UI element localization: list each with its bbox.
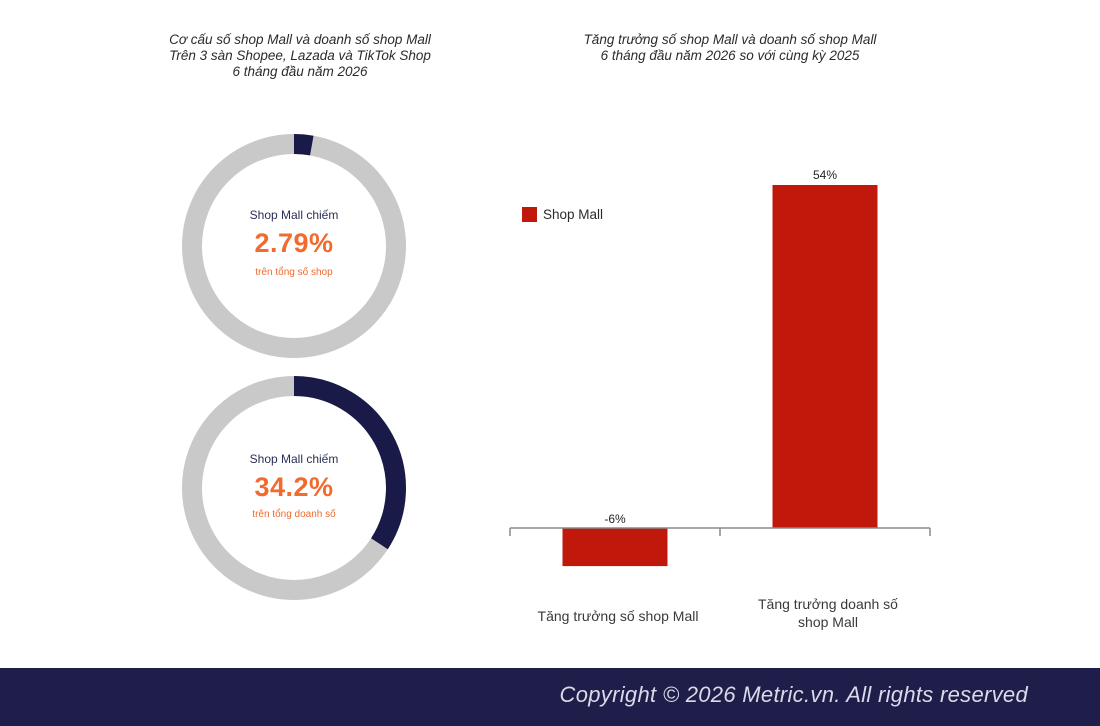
donut-label: Shop Mall chiếm bbox=[249, 208, 339, 222]
left-chart-title: Cơ cấu số shop Mall và doanh số shop Mal… bbox=[130, 32, 470, 80]
left-title-line-2: Trên 3 sàn Shopee, Lazada và TikTok Shop bbox=[169, 48, 431, 63]
bar-1 bbox=[562, 528, 668, 567]
legend-label: Shop Mall bbox=[543, 207, 604, 222]
donut-share-arc bbox=[293, 376, 406, 550]
donut-share-arc bbox=[293, 134, 314, 156]
donut-value: 34.2% bbox=[254, 472, 334, 502]
growth-bar-chart: -6% 54% bbox=[509, 168, 931, 567]
category-label-revenue: Tăng trưởng doanh số shop Mall bbox=[758, 596, 898, 630]
right-title-line-2: 6 tháng đầu năm 2026 so với cùng kỳ 2025 bbox=[600, 48, 860, 63]
bar-chart-legend: Shop Mall bbox=[522, 207, 603, 222]
copyright-text: Copyright © 2026 Metric.vn. All rights r… bbox=[559, 682, 1028, 707]
left-title-line-1: Cơ cấu số shop Mall và doanh số shop Mal… bbox=[169, 32, 431, 47]
donut-sub-label: trên tổng số shop bbox=[255, 267, 333, 278]
revenue-donut-chart bbox=[182, 376, 406, 600]
bar-2 bbox=[772, 185, 878, 528]
category-label-shop-count: Tăng trưởng số shop Mall bbox=[537, 608, 699, 624]
donut-value: 2.79% bbox=[254, 228, 334, 258]
bar-data-label-2: 54% bbox=[813, 168, 837, 182]
donut-label: Shop Mall chiếm bbox=[249, 452, 339, 466]
right-title-line-1: Tăng trưởng số shop Mall và doanh số sho… bbox=[583, 32, 877, 47]
shop-count-donut-chart bbox=[182, 134, 406, 358]
revenue-donut: Shop Mall chiếm 34.2% trên tổng doanh số bbox=[178, 372, 410, 604]
footer-bar: Copyright © 2026 Metric.vn. All rights r… bbox=[0, 668, 1100, 726]
left-title-line-3: 6 tháng đầu năm 2026 bbox=[232, 64, 368, 79]
right-chart-title: Tăng trưởng số shop Mall và doanh số sho… bbox=[520, 32, 940, 64]
bar-data-label-1: -6% bbox=[604, 512, 626, 526]
shop-count-donut: Shop Mall chiếm 2.79% trên tổng số shop bbox=[178, 130, 410, 362]
donut-sub-label: trên tổng doanh số bbox=[252, 509, 336, 520]
legend-swatch bbox=[522, 207, 537, 222]
